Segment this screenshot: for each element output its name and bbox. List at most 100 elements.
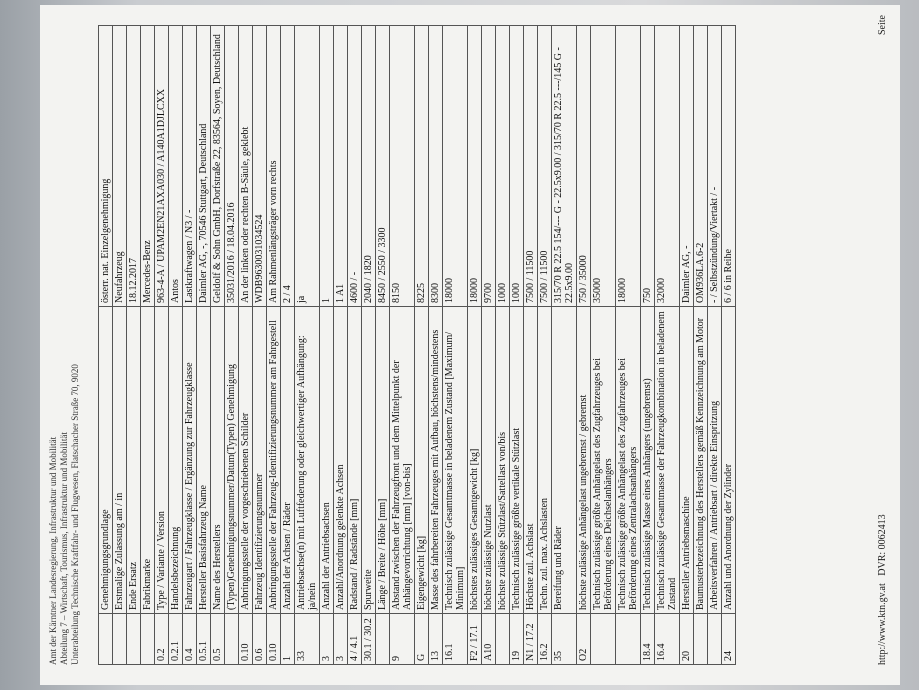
value: 18000 (615, 25, 641, 307)
header-line: Unterabteilung Technische Kraftfahr- und… (70, 364, 80, 665)
code: 3 (319, 613, 334, 665)
code: 13 (428, 613, 443, 665)
table-row: O2 höchste zulässige Anhängelast ungebrem… (576, 25, 591, 665)
label: Name des Herstellers (210, 306, 225, 614)
document-page: Amt der Kärntner Landesregierung, Infras… (40, 5, 900, 685)
label: Ende Ersatz (126, 306, 141, 614)
code: 0.5 (210, 613, 225, 665)
label: Spurweite (361, 306, 376, 614)
code (98, 613, 113, 665)
label: Anzahl der Antriebsachsen (319, 306, 334, 614)
table-row: 0.5.1 Hersteller Basisfahrzeug Name Daimle… (196, 25, 211, 665)
value: 2 / 4 (280, 25, 295, 307)
table-row: A10 höchste zulässige Nutzlast 9700 (481, 25, 496, 665)
value: 750 (640, 25, 655, 307)
code (590, 613, 616, 665)
label: Technisch zulässige größte vertikale Stü… (509, 306, 524, 614)
table-row: 0.10 Anbringungsstelle der vorgeschrieben… (238, 25, 253, 665)
table-row: 16.4 Technisch zulässige Gesamtmasse der … (654, 25, 680, 665)
label: Höchste zul. Achslast (523, 306, 538, 614)
table-row: Erstmalige Zulassung am / in Neufahrzeug (112, 25, 127, 665)
table-row: Technisch zulässige größte Anhängelast d… (590, 25, 616, 665)
value: 963-4-A / UPAM2EN21AXA030 / A140A1DJLCXX (154, 25, 169, 307)
code: 0.6 (252, 613, 267, 665)
label: Länge / Breite / Höhe [mm] (375, 306, 390, 614)
code: N1 / 17.2 (523, 613, 538, 665)
table-row: 16.2 Techn. zul. max. Achslasten 7500 / 11… (537, 25, 552, 665)
value: 18000 (442, 25, 468, 307)
table-row: 0.6 Fahrzeug Identifizierungsnummer WDB963… (252, 25, 267, 665)
code (224, 613, 239, 665)
label: Technisch zulässige Masse eines Anhänger… (640, 306, 655, 614)
value: 9700 (481, 25, 496, 307)
label: Eigengewicht [kg] (414, 306, 429, 614)
label: Radstand / Radstände [mm] (347, 306, 362, 614)
label: Technisch zulässige größte Anhängelast d… (615, 306, 641, 614)
code: 1 (280, 613, 295, 665)
value: Daimler AG, - (679, 25, 694, 307)
label: Technisch zulässige größte Anhängelast d… (590, 306, 616, 614)
value: 35031/2016 / 18.04.2016 (224, 25, 239, 307)
label: Handelsbezeichnung (168, 306, 183, 614)
value: 32000 (654, 25, 680, 307)
label: Anbringungsstelle der Fahrzeug-Identifiz… (266, 306, 281, 614)
code (495, 613, 510, 665)
table-row: 13 Masse des fahrbereiten Fahrzeuges mit … (428, 25, 443, 665)
code: 16.2 (537, 613, 552, 665)
label: (Typen)Genehmigungsnummer/Datum(Typen) G… (224, 306, 239, 614)
label: höchste zulässige Stützlast/Sattellast v… (495, 306, 510, 614)
table-row: 35 Bereifung und Räder 315/70 R 22.5 154/-… (551, 25, 577, 665)
code (112, 613, 127, 665)
label: Anzahl der Achsen / Räder (280, 306, 295, 614)
value: 1000 (495, 25, 510, 307)
code: 18.4 (640, 613, 655, 665)
code: 19 (509, 613, 524, 665)
code: 0.4 (182, 613, 197, 665)
value: OM936LA.6-2 (693, 25, 708, 307)
label: Anbringungsstelle der vorgeschriebenen S… (238, 306, 253, 614)
value: 7500 / 11500 (537, 25, 552, 307)
table-row: 0.4 Fahrzeugart / Fahrzeugklasse / Ergänz… (182, 25, 197, 665)
header-line: Abteilung 7 – Wirtschaft, Tourismus, Inf… (59, 432, 69, 665)
table-row: 0.5 Name des Herstellers Geldolf & Sohn Gm… (210, 25, 225, 665)
label: Fahrzeug Identifizierungsnummer (252, 306, 267, 614)
label: höchste zulässige Nutzlast (481, 306, 496, 614)
table-row: N1 / 17.2 Höchste zul. Achslast 7500 / 115… (523, 25, 538, 665)
code: F2 / 17.1 (467, 613, 482, 665)
value: 18000 (467, 25, 482, 307)
table-row: G Eigengewicht [kg] 8225 (414, 25, 429, 665)
code: 16.4 (654, 613, 680, 665)
code: A10 (481, 613, 496, 665)
value: österr. nat. Einzelgenehmigung (98, 25, 113, 307)
page-label: Seite (877, 15, 888, 35)
table-row: Länge / Breite / Höhe [mm] 8450 / 2550 / … (375, 25, 390, 665)
table-row: Fabrikmarke Mercedes-Benz (140, 25, 155, 665)
table-row: 4 / 4.1 Radstand / Radstände [mm] 4600 / - (347, 25, 362, 665)
value: 750 / 35000 (576, 25, 591, 307)
label: Anzahl/Anordnung gelenkte Achsen (333, 306, 348, 614)
value: 8450 / 2550 / 3300 (375, 25, 390, 307)
value: 1 A1 (333, 25, 348, 307)
table-row: Baumusterbezeichnung des Herstellers gem… (693, 25, 708, 665)
value: 2040 / 1820 (361, 25, 376, 307)
value: 315/70 R 22.5 154/--- G - 22.5x9.00 / 31… (551, 25, 577, 307)
value: An der linken oder rechten B-Säule, gekl… (238, 25, 253, 307)
value: ja (294, 25, 320, 307)
table-row: 3 Anzahl/Anordnung gelenkte Achsen 1 A1 (333, 25, 348, 665)
url: http://www.ktn.gv.at (877, 583, 888, 665)
value: Lastkraftwagen / N3 / - (182, 25, 197, 307)
value: 4600 / - (347, 25, 362, 307)
label: Bereifung und Räder (551, 306, 577, 614)
code: 0.5.1 (196, 613, 211, 665)
table-row: höchste zulässige Stützlast/Sattellast v… (495, 25, 510, 665)
table-row: 20 Hersteller Antriebsmaschine Daimler AG,… (679, 25, 694, 665)
table-row: 19 Technisch zulässige größte vertikale S… (509, 25, 524, 665)
code (126, 613, 141, 665)
label: Masse des fahrbereiten Fahrzeuges mit Au… (428, 306, 443, 614)
code (615, 613, 641, 665)
label: Technisch zulässige Gesamtmasse in belad… (442, 306, 468, 614)
value: Geldolf & Sohn GmbH, Dorfstraße 22, 8356… (210, 25, 225, 307)
code: 4 / 4.1 (347, 613, 362, 665)
value: 8300 (428, 25, 443, 307)
label: Genehmigungsgrundlage (98, 306, 113, 614)
